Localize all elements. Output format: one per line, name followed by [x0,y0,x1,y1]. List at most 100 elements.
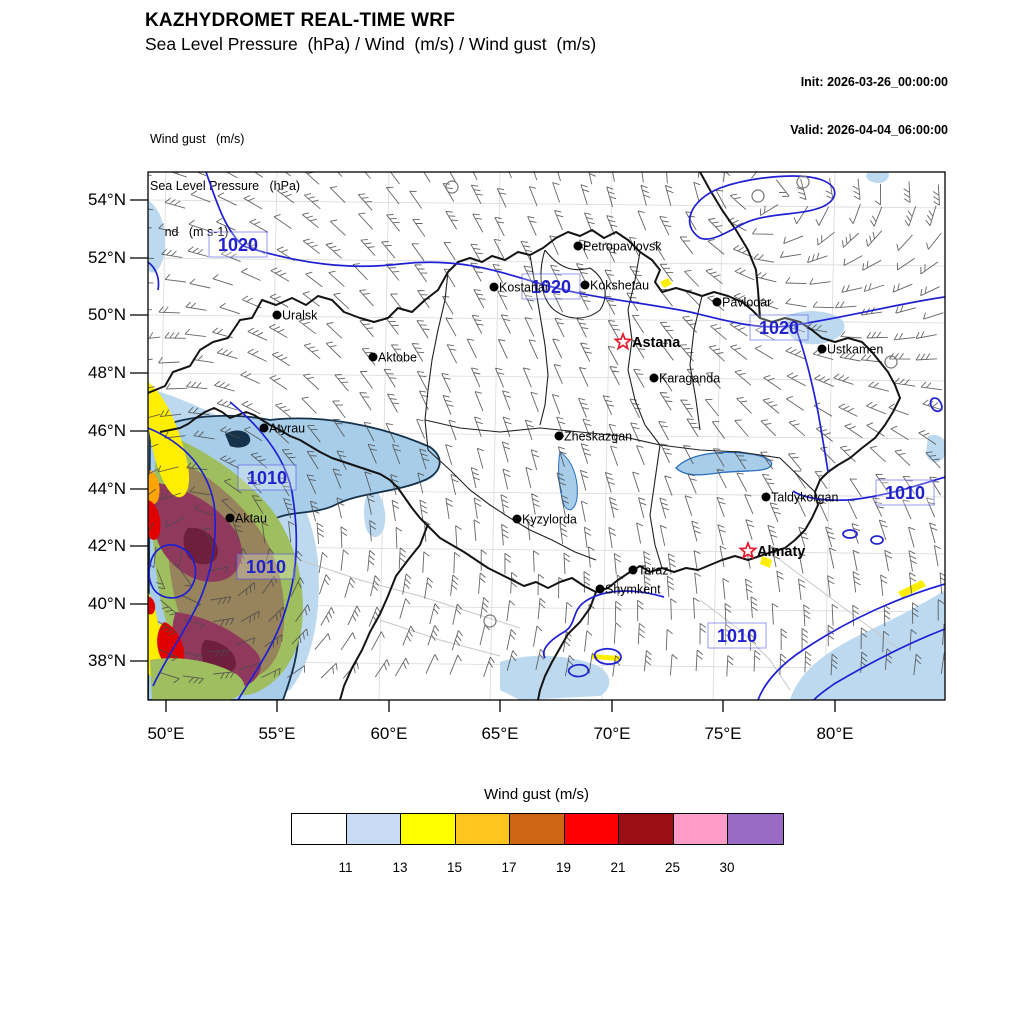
calm-wind-circles [445,175,898,628]
pressure-label-layer: 1020 1020 1020 1010 1010 1010 1010 [208,231,935,649]
pressure-label: 1010 [236,553,296,580]
pressure-label: 1010 [875,479,935,506]
map-frame [147,171,946,701]
lon-axis-label: 65°E [481,724,519,743]
svg-text:1010: 1010 [717,626,757,646]
wind-barbs [148,172,945,685]
colorbar-tick: 13 [392,860,408,875]
svg-text:1010: 1010 [246,557,286,577]
pressure-label: 1020 [749,314,809,341]
graticule-parallel [148,199,945,209]
svg-text:Kokshetau: Kokshetau [590,279,649,293]
calm-wind-icon [445,180,459,194]
lon-axis-label: 50°E [147,724,185,743]
colorbar-tick: 19 [555,860,572,875]
graticule-meridian [712,172,724,700]
graticule-parallel [148,257,945,267]
lat-axis-label: 42°N [88,536,126,555]
svg-text:Kyzylorda: Kyzylorda [522,513,577,527]
legend-line-wind-gust: Wind gust (m/s) [150,132,245,146]
lat-axis-label: 50°N [88,305,126,324]
svg-text:1020: 1020 [531,277,571,297]
pressure-label: 1020 [521,273,581,300]
svg-text:Uralsk: Uralsk [282,309,318,323]
colorbar-tick: 15 [446,860,463,875]
city-marker-kyzylorda: Kyzylorda [512,513,577,527]
city-marker-kostanai: Kostanai [489,281,548,295]
city-marker-layer: Petropavlovsk Kostanai Kokshetau Pavlodar Ur… [225,240,883,597]
city-marker-karaganda: Karaganda [649,372,720,386]
city-marker-aktau: Aktau [225,512,267,526]
lat-axis-label: 52°N [88,248,126,267]
svg-text:1020: 1020 [759,318,799,338]
lat-axis-label: 44°N [88,479,126,498]
svg-text:Kostanai: Kostanai [499,281,548,295]
colorbar-cell [619,814,674,844]
country-borders [148,172,901,700]
colorbar-tick: 25 [664,860,681,875]
colorbar-cell [292,814,347,844]
colorbar-title: Wind gust (m/s) [483,786,589,803]
svg-text:1010: 1010 [247,468,287,488]
calm-wind-icon [751,189,765,203]
svg-text:Ustkamen: Ustkamen [827,343,883,357]
valid-time: Valid: 2026-04-04_06:00:00 [790,123,948,137]
city-marker-zheskazgan: Zheskazgan [554,430,632,444]
city-marker-aktobe: Aktobe [368,351,417,365]
svg-text:Petropavlovsk: Petropavlovsk [583,240,662,254]
svg-text:Shymkent: Shymkent [605,583,661,597]
graticule-meridian [489,172,501,700]
axis-ticks [130,199,836,712]
colorbar-cell [346,814,401,844]
city-marker-pavlodar: Pavlodar [712,296,771,310]
lat-axis-label: 46°N [88,421,126,440]
city-marker-kokshetau: Kokshetau [580,279,649,293]
city-marker-ustkamen: Ustkamen [817,343,883,357]
colorbar-cell [455,814,510,844]
lat-axis-label: 54°N [88,190,126,209]
lon-axis-label: 60°E [370,724,408,743]
svg-text:Zheskazgan: Zheskazgan [564,430,632,444]
lon-axis-label: 80°E [816,724,854,743]
city-marker-uralsk: Uralsk [272,309,318,323]
city-marker-astana: Astana [613,331,681,351]
lon-axis-label: 70°E [593,724,631,743]
init-time: Init: 2026-03-26_00:00:00 [800,75,948,89]
colorbar-cell [728,814,783,844]
graticule-parallel [148,372,945,382]
colorbar-tick: 17 [501,860,517,875]
svg-text:1010: 1010 [885,483,925,503]
run-info: Init: 2026-03-26_00:00:00 Valid: 2026-04… [790,42,948,170]
colorbar [291,813,784,845]
wind-barbs-layer [148,172,945,685]
graticule-meridian [824,172,836,700]
svg-text:Aktau: Aktau [235,512,267,526]
colorbar-tick: 21 [610,860,626,875]
pressure-label: 1010 [237,464,297,491]
calm-wind-icon [884,355,898,369]
city-marker-petropavlovsk: Petropavlovsk [573,240,662,254]
page-subtitle: Sea Level Pressure (hPa) / Wind (m/s) / … [145,34,597,54]
calm-wind-icon [796,175,810,189]
calm-wind-icon [483,614,497,628]
city-marker-atyrau: Atyrau [259,422,305,436]
svg-text:Aktobe: Aktobe [378,351,417,365]
colorbar-tick: 30 [719,860,735,875]
svg-text:Astana: Astana [632,335,681,351]
city-marker-shymkent: Shymkent [595,583,661,597]
colorbar-cell [401,814,456,844]
colorbar-cell [673,814,728,844]
page-title: KAZHYDROMET REAL-TIME WRF [145,10,456,31]
svg-text:Karaganda: Karaganda [659,372,720,386]
lon-axis-label: 75°E [704,724,742,743]
lat-axis-label: 40°N [88,594,126,613]
lat-axis-label: 38°N [88,651,126,670]
colorbar-cell [564,814,619,844]
colorbar-cell [510,814,565,844]
city-marker-almaty: Almaty [738,540,805,560]
gust-minor-patches [592,278,926,661]
lon-axis-label: 55°E [258,724,296,743]
pressure-label: 1020 [208,231,268,258]
